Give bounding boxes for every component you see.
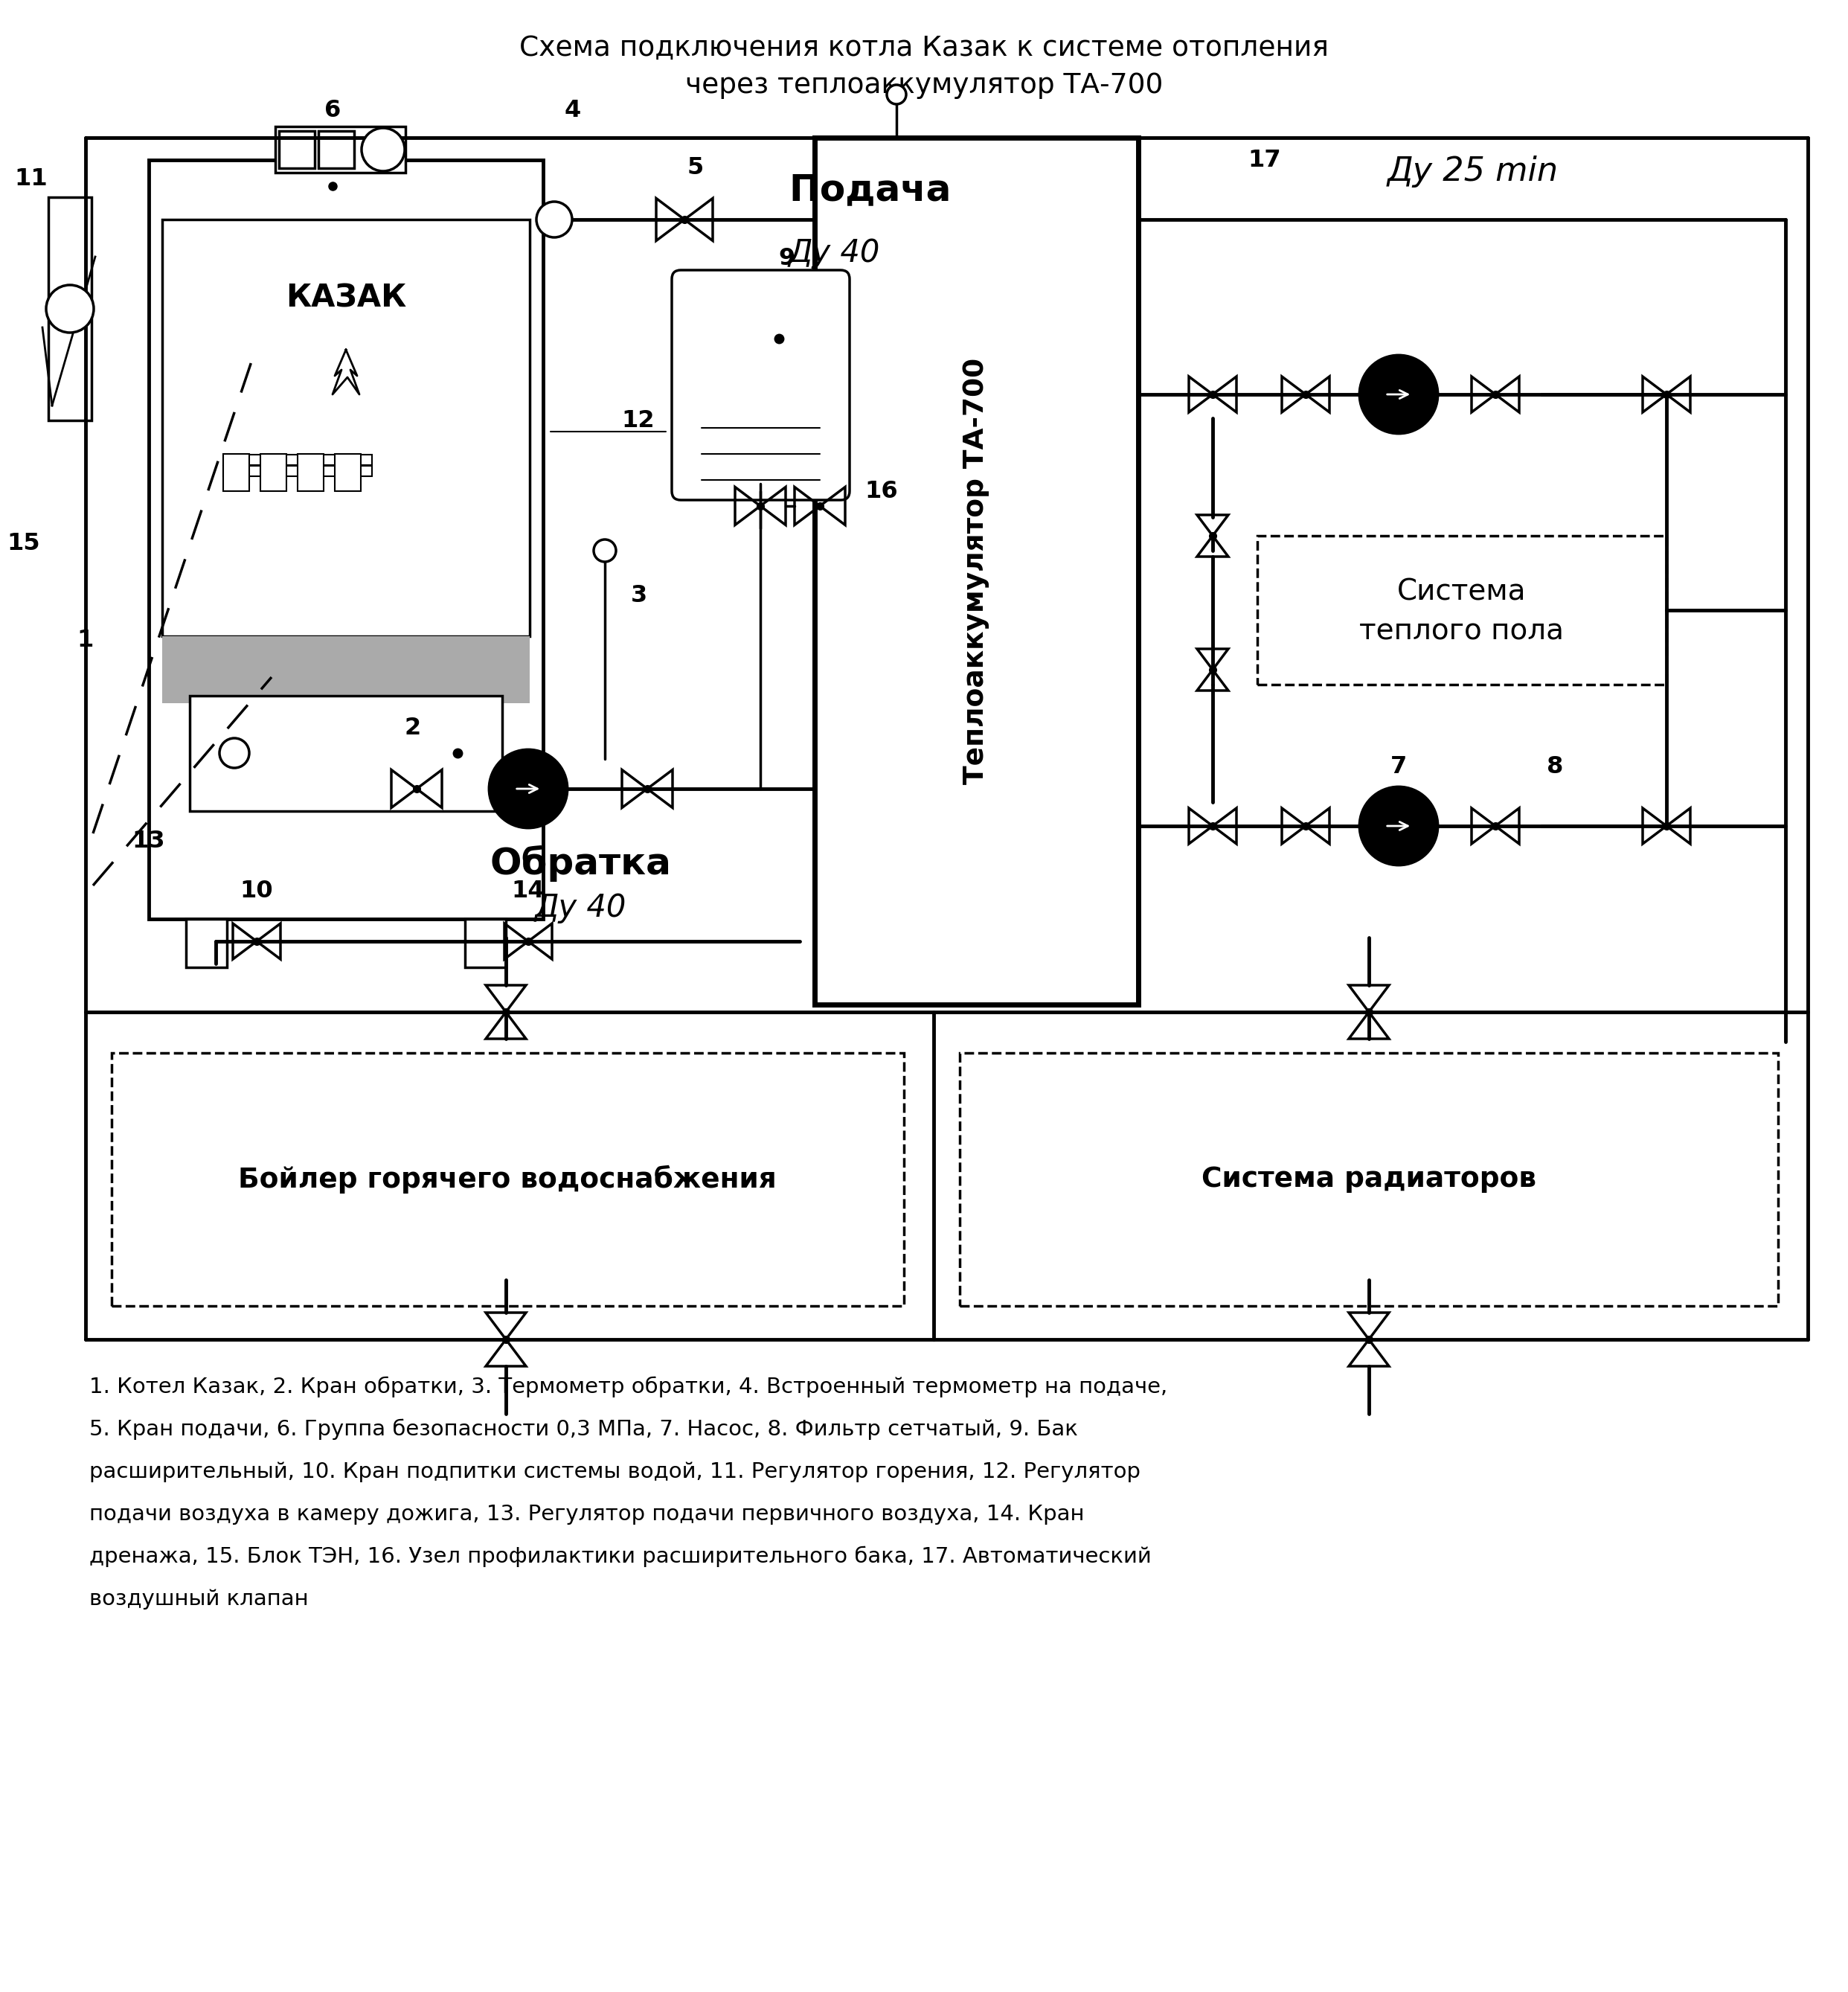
Text: Подача: Подача (789, 171, 952, 207)
Circle shape (220, 739, 249, 769)
Bar (150, 159, 543, 918)
Circle shape (1360, 357, 1438, 432)
Text: 5. Кран подачи, 6. Группа безопасности 0,3 МПа, 7. Насос, 8. Фильтр сетчатый, 9.: 5. Кран подачи, 6. Группа безопасности 0… (89, 1418, 1077, 1440)
Bar (48, 197, 92, 420)
Text: 17: 17 (1247, 149, 1281, 171)
Text: Система: Система (1397, 578, 1526, 606)
Text: дренажа, 15. Блок ТЭН, 16. Узел профилактики расширительного бака, 17. Автоматич: дренажа, 15. Блок ТЭН, 16. Узел профилак… (89, 1546, 1151, 1568)
Circle shape (536, 201, 573, 237)
Text: 9: 9 (778, 247, 795, 269)
Text: 10: 10 (240, 878, 274, 902)
Bar (261, 454, 286, 492)
Bar (224, 454, 249, 492)
FancyArrowPatch shape (517, 785, 538, 793)
Text: Система радиаторов: Система радиаторов (1201, 1165, 1536, 1193)
Bar (959, 1054, 1778, 1307)
Text: Обратка: Обратка (490, 845, 671, 880)
Text: подачи воздуха в камеру дожига, 13. Регулятор подачи первичного воздуха, 14. Кра: подачи воздуха в камеру дожига, 13. Регу… (89, 1504, 1085, 1524)
Bar (334, 454, 360, 492)
Text: 8: 8 (1547, 755, 1563, 779)
Text: 13: 13 (133, 829, 164, 853)
Text: Ду 40: Ду 40 (534, 892, 626, 924)
FancyArrowPatch shape (1388, 390, 1408, 398)
Text: 1. Котел Казак, 2. Кран обратки, 3. Термометр обратки, 4. Встроенный термометр н: 1. Котел Казак, 2. Кран обратки, 3. Терм… (89, 1376, 1168, 1398)
Text: 5: 5 (687, 155, 704, 179)
Bar (815, 137, 1138, 1004)
Text: 1: 1 (78, 627, 94, 651)
FancyBboxPatch shape (673, 271, 850, 500)
Circle shape (593, 540, 615, 562)
Bar (466, 918, 506, 968)
Bar (187, 918, 227, 968)
Bar (224, 454, 371, 464)
Text: 12: 12 (621, 408, 654, 432)
Text: воздушный клапан: воздушный клапан (89, 1590, 309, 1610)
Text: Ду 25 min: Ду 25 min (1388, 155, 1558, 187)
Text: расширительный, 10. Кран подпитки системы водой, 11. Регулятор горения, 12. Регу: расширительный, 10. Кран подпитки систем… (89, 1462, 1140, 1482)
Text: через теплоаккумулятор ТА-700: через теплоаккумулятор ТА-700 (686, 72, 1162, 100)
Text: Ду 40: Ду 40 (789, 237, 880, 269)
Bar (163, 635, 530, 703)
Circle shape (1360, 787, 1438, 865)
Text: 4: 4 (565, 98, 580, 122)
Text: 15: 15 (7, 532, 41, 554)
Bar (279, 131, 314, 167)
Text: 2: 2 (405, 717, 421, 739)
Bar (275, 127, 405, 173)
Text: Бойлер горячего водоснабжения: Бойлер горячего водоснабжения (238, 1165, 776, 1193)
Circle shape (490, 751, 567, 827)
Circle shape (46, 285, 94, 333)
Text: КАЗАК: КАЗАК (286, 283, 407, 313)
Text: 3: 3 (630, 584, 647, 608)
Text: 11: 11 (15, 167, 48, 189)
Bar (190, 695, 503, 811)
Bar (318, 131, 355, 167)
Bar (298, 454, 323, 492)
Bar (163, 219, 530, 635)
FancyArrowPatch shape (1388, 823, 1408, 831)
Text: Схема подключения котла Казак к системе отопления: Схема подключения котла Казак к системе … (519, 36, 1329, 62)
Text: Теплоаккумулятор ТА-700: Теплоаккумулятор ТА-700 (963, 357, 989, 785)
Bar (1257, 536, 1667, 685)
Bar (224, 466, 371, 476)
Circle shape (887, 86, 906, 104)
Bar (111, 1054, 904, 1307)
Text: 6: 6 (323, 98, 340, 122)
Text: 7: 7 (1390, 755, 1406, 779)
Text: 14: 14 (512, 878, 545, 902)
Circle shape (362, 127, 405, 171)
Text: 16: 16 (865, 480, 898, 502)
Text: теплого пола: теплого пола (1360, 618, 1563, 645)
